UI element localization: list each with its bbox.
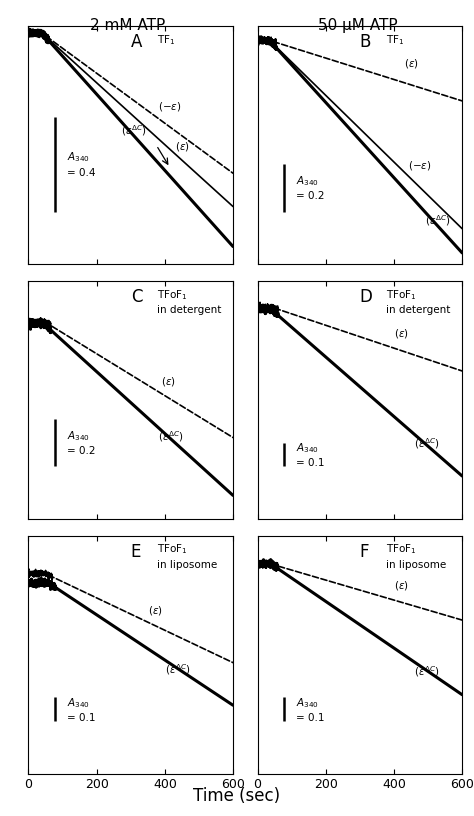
Text: $A_{340}$
= 0.1: $A_{340}$ = 0.1 <box>67 696 96 723</box>
Text: TFoF$_1$
in detergent: TFoF$_1$ in detergent <box>386 288 451 315</box>
Text: A: A <box>131 33 142 51</box>
Text: TFoF$_1$
in detergent: TFoF$_1$ in detergent <box>157 288 222 315</box>
Text: ($\varepsilon^{\Delta C}$): ($\varepsilon^{\Delta C}$) <box>120 123 146 138</box>
Text: $A_{340}$
= 0.1: $A_{340}$ = 0.1 <box>296 441 325 468</box>
Text: 50 μM ATP: 50 μM ATP <box>318 18 398 33</box>
Text: B: B <box>360 33 371 51</box>
Text: ($\varepsilon$): ($\varepsilon$) <box>175 140 190 153</box>
Text: ($\varepsilon$): ($\varepsilon$) <box>148 604 163 617</box>
Text: TFoF$_1$
in liposome: TFoF$_1$ in liposome <box>157 543 218 570</box>
Text: ($-\varepsilon$): ($-\varepsilon$) <box>408 159 431 172</box>
Text: ($\varepsilon$): ($\varepsilon$) <box>394 579 409 592</box>
Text: $A_{340}$
= 0.1: $A_{340}$ = 0.1 <box>296 696 325 723</box>
Text: ($\varepsilon$): ($\varepsilon$) <box>404 57 419 70</box>
Text: TFoF$_1$
in liposome: TFoF$_1$ in liposome <box>386 543 447 570</box>
Text: ($\varepsilon^{\Delta C}$): ($\varepsilon^{\Delta C}$) <box>414 437 440 451</box>
Text: C: C <box>131 288 142 306</box>
Text: ($\varepsilon$): ($\varepsilon$) <box>162 375 176 388</box>
Text: D: D <box>360 288 373 306</box>
Text: ($\varepsilon^{\Delta C}$): ($\varepsilon^{\Delta C}$) <box>158 429 183 444</box>
Text: $A_{340}$
= 0.4: $A_{340}$ = 0.4 <box>67 151 96 178</box>
Text: ($\varepsilon^{\Delta C}$): ($\varepsilon^{\Delta C}$) <box>165 662 191 677</box>
Text: Time (sec): Time (sec) <box>193 787 281 805</box>
Text: TF$_1$: TF$_1$ <box>386 33 405 47</box>
Text: ($\varepsilon$): ($\varepsilon$) <box>394 327 409 340</box>
Text: F: F <box>360 543 369 561</box>
Text: $A_{340}$
= 0.2: $A_{340}$ = 0.2 <box>67 429 96 456</box>
Text: 2 mM ATP: 2 mM ATP <box>91 18 165 33</box>
Text: ($\varepsilon^{\Delta C}$): ($\varepsilon^{\Delta C}$) <box>425 214 450 228</box>
Text: ($\varepsilon^{\Delta C}$): ($\varepsilon^{\Delta C}$) <box>414 664 440 679</box>
Text: E: E <box>131 543 141 561</box>
Text: ($-\varepsilon$): ($-\varepsilon$) <box>158 100 182 113</box>
Text: TF$_1$: TF$_1$ <box>157 33 176 47</box>
Text: $A_{340}$
= 0.2: $A_{340}$ = 0.2 <box>296 175 325 202</box>
